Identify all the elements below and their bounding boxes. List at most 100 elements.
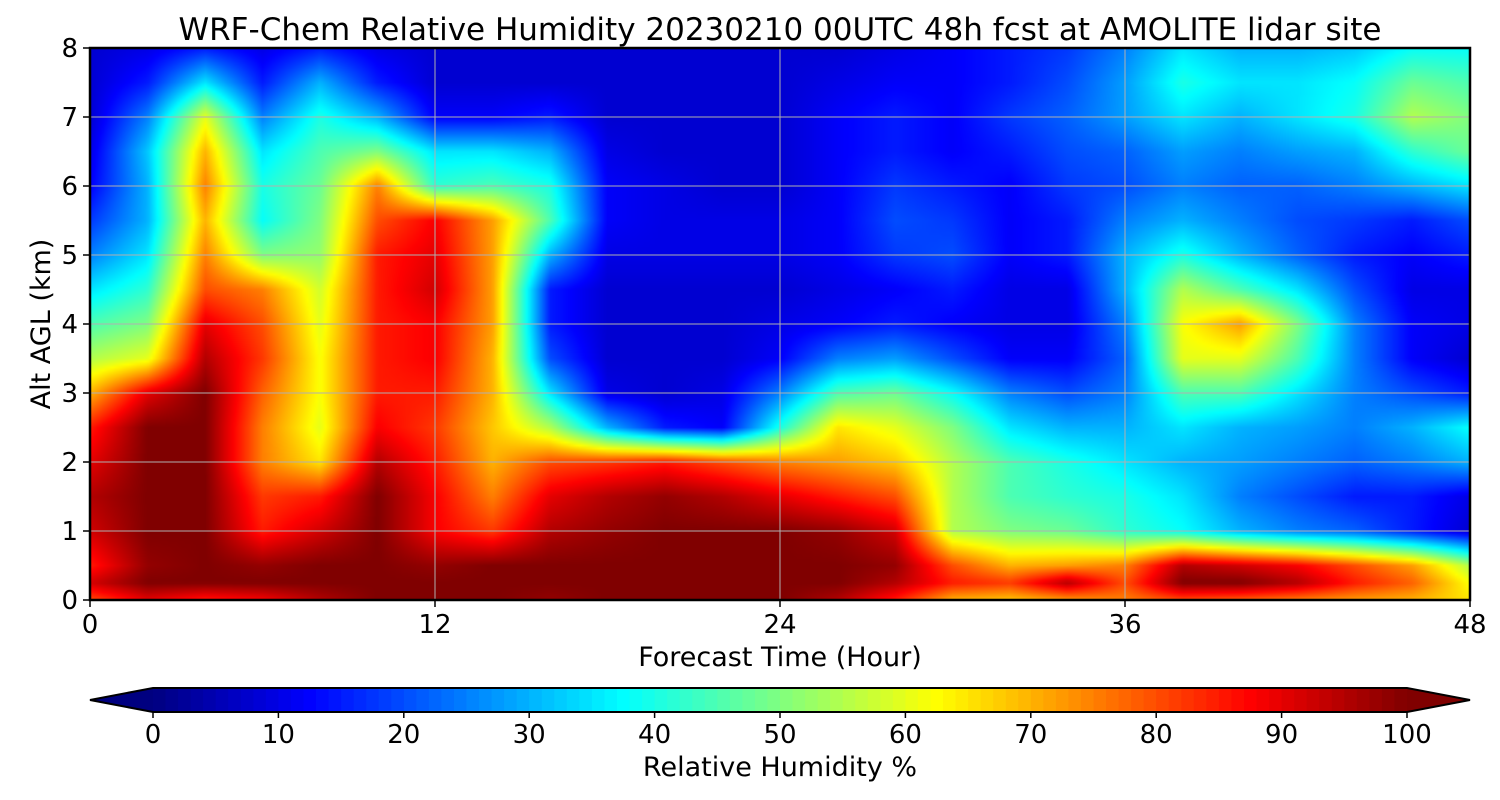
colorbar-cell [203,688,217,712]
colorbar-cell [541,688,555,712]
colorbar-cell [290,688,305,712]
colorbar-cell [303,688,317,712]
colorbar-cell [1043,688,1057,712]
colorbar-cell [1080,688,1095,712]
colorbar-cell [453,688,468,712]
colorbar-cell [353,688,367,712]
colorbar-cell [943,688,957,712]
colorbar-cell [692,688,706,712]
colorbar-extend-high [1407,688,1470,712]
colorbar-cell [190,688,204,712]
x-axis-ticks: 0 12 24 36 48 [82,600,1487,640]
colorbar-cell [1131,688,1145,712]
colorbar-cell [579,688,593,712]
colorbar-ticks: 0 10 20 30 40 50 60 70 80 90 100 [145,712,1432,750]
colorbar: 0 10 20 30 40 50 60 70 80 90 100 Relative Humidity… [89,687,1471,783]
y-axis-ticks: 0 1 2 3 4 5 6 7 8 [61,34,90,616]
x-tick-label: 24 [763,610,796,640]
colorbar-cell [1168,688,1182,712]
colorbar-cell [441,688,455,712]
colorbar-cell [1193,688,1207,712]
colorbar-cell [1394,688,1408,712]
colorbar-cell [591,688,606,712]
colorbar-cell [805,688,819,712]
colorbar-cell [729,688,743,712]
colorbar-cell [717,688,731,712]
colorbar-cell [378,688,392,712]
colorbar-cell [416,688,430,712]
colorbar-cell [792,688,806,712]
colorbar-cell [554,688,568,712]
colorbar-cell [153,688,167,712]
colorbar-cell [880,688,894,712]
y-tick-label: 1 [61,517,78,547]
colorbar-cell [1294,688,1308,712]
colorbar-cell [1055,688,1070,712]
colorbar-cell [704,688,718,712]
colorbar-cell [1306,688,1320,712]
y-axis-label: Alt AGL (km) [26,239,57,410]
colorbar-cell [930,688,944,712]
colorbar-cell [654,688,668,712]
colorbar-cell [566,688,580,712]
colorbar-cell [679,688,693,712]
colorbar-cell [742,688,756,712]
colorbar-cell [855,688,869,712]
colorbar-cell [1181,688,1195,712]
colorbar-cell [491,688,505,712]
colorbar-cell [366,688,380,712]
colorbar-tick-label: 10 [262,720,295,750]
colorbar-cell [1005,688,1019,712]
colorbar-cell [955,688,969,712]
colorbar-cell [165,688,179,712]
colorbar-cell [767,688,781,712]
colorbar-cell [1281,688,1295,712]
colorbar-tick-label: 30 [513,720,546,750]
y-tick-label: 6 [61,172,78,202]
colorbar-tick-label: 40 [638,720,671,750]
y-tick-label: 0 [61,586,78,616]
colorbar-tick-label: 90 [1265,720,1298,750]
colorbar-cell [1030,688,1044,712]
colorbar-cell [629,688,643,712]
colorbar-cell [1118,688,1132,712]
chart-title: WRF-Chem Relative Humidity 20230210 00UT… [178,12,1381,48]
colorbar-cell [616,688,631,712]
colorbar-cell [1093,688,1107,712]
colorbar-cell [1356,688,1370,712]
colorbar-cell [1243,688,1258,712]
colorbar-cell [228,688,242,712]
colorbar-label: Relative Humidity % [643,752,917,783]
colorbar-cell [516,688,530,712]
colorbar-cell [428,688,443,712]
colorbar-cell [240,688,254,712]
colorbar-cell [1256,688,1270,712]
colorbar-tick-label: 80 [1140,720,1173,750]
colorbar-cells [153,688,1408,712]
colorbar-tick-label: 70 [1014,720,1047,750]
colorbar-cell [1106,688,1120,712]
colorbar-cell [968,688,982,712]
colorbar-cell [993,688,1007,712]
colorbar-cell [604,688,618,712]
colorbar-cell [1331,688,1345,712]
y-tick-label: 7 [61,103,78,133]
colorbar-cell [1218,688,1233,712]
colorbar-cell [1018,688,1032,712]
colorbar-tick-label: 50 [763,720,796,750]
colorbar-cell [867,688,881,712]
colorbar-extend-low [90,688,153,712]
y-tick-label: 8 [61,34,78,64]
colorbar-cell [1156,688,1170,712]
colorbar-cell [667,688,681,712]
colorbar-cell [1206,688,1220,712]
colorbar-tick-label: 60 [889,720,922,750]
colorbar-cell [905,688,919,712]
colorbar-cell [265,688,279,712]
y-tick-label: 2 [61,448,78,478]
colorbar-cell [253,688,267,712]
colorbar-cell [328,688,342,712]
colorbar-cell [1319,688,1333,712]
colorbar-cell [1344,688,1358,712]
